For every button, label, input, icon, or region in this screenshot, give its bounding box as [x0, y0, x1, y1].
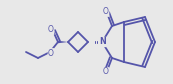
Text: O: O — [48, 48, 54, 58]
Text: N: N — [100, 37, 106, 47]
Text: O: O — [48, 26, 54, 35]
Polygon shape — [58, 41, 68, 43]
Text: O: O — [103, 68, 109, 77]
Text: O: O — [103, 7, 109, 16]
